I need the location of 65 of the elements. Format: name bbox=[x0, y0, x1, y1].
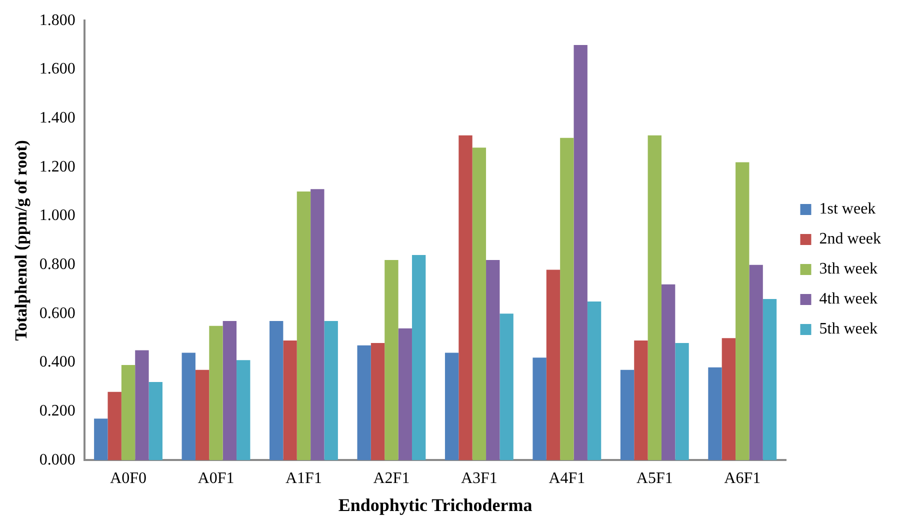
legend-label: 5th week bbox=[819, 320, 878, 338]
bar bbox=[500, 314, 514, 460]
bar bbox=[675, 342, 689, 460]
x-tick-label: A1F1 bbox=[286, 470, 322, 488]
bar bbox=[270, 320, 284, 460]
x-tick-label: A0F1 bbox=[198, 470, 234, 488]
y-tick-label: 1.800 bbox=[39, 12, 76, 29]
y-tick-label: 1.400 bbox=[39, 109, 76, 126]
bar bbox=[736, 162, 750, 460]
x-tick-label: A6F1 bbox=[724, 470, 761, 488]
bar bbox=[412, 255, 426, 460]
bar bbox=[722, 338, 736, 460]
bar bbox=[749, 264, 763, 460]
bar bbox=[486, 260, 500, 460]
y-tick-label: 0.000 bbox=[39, 451, 76, 468]
bar bbox=[762, 299, 777, 460]
y-tick-label: 0.200 bbox=[39, 402, 76, 420]
x-tick-label: A4F1 bbox=[548, 470, 586, 488]
x-axis-title: Endophytic Trichoderma bbox=[338, 494, 532, 515]
y-tick-label: 1.200 bbox=[39, 158, 76, 176]
bar bbox=[209, 326, 223, 460]
bar bbox=[648, 135, 662, 460]
bar bbox=[236, 360, 250, 460]
bar bbox=[222, 320, 237, 460]
bar bbox=[283, 340, 297, 460]
bar bbox=[458, 135, 472, 460]
y-tick-label: 0.600 bbox=[39, 304, 76, 322]
bar bbox=[574, 45, 588, 460]
legend-label: 2nd week bbox=[819, 230, 882, 248]
y-tick-label: 0.400 bbox=[39, 354, 76, 371]
bar bbox=[546, 270, 560, 460]
bar bbox=[357, 345, 371, 460]
bar bbox=[94, 418, 108, 460]
bar bbox=[370, 342, 385, 460]
legend-label: 4th week bbox=[819, 290, 878, 308]
bar bbox=[708, 367, 722, 460]
y-axis-title: Totalphenol (ppm/g of root) bbox=[12, 140, 31, 341]
bar bbox=[195, 370, 210, 460]
bar bbox=[148, 382, 162, 460]
y-tick-label: 1.600 bbox=[39, 60, 76, 78]
legend-label: 1st week bbox=[819, 200, 876, 218]
bar bbox=[310, 189, 324, 460]
bar bbox=[532, 358, 546, 460]
bar bbox=[296, 192, 311, 460]
bar bbox=[398, 328, 412, 460]
legend-label: 3th week bbox=[819, 260, 878, 278]
bar bbox=[108, 392, 122, 460]
bar bbox=[444, 352, 459, 460]
bar bbox=[634, 340, 648, 460]
bar bbox=[135, 350, 149, 460]
bar bbox=[587, 301, 602, 460]
bar bbox=[121, 364, 136, 460]
bar bbox=[472, 148, 486, 460]
x-tick-label: A2F1 bbox=[373, 470, 410, 488]
x-tick-label: A0F0 bbox=[110, 470, 146, 488]
bar bbox=[620, 370, 634, 460]
bar bbox=[324, 320, 338, 460]
x-tick-label: A5F1 bbox=[636, 470, 673, 488]
bar bbox=[661, 284, 676, 460]
bar bbox=[182, 352, 196, 460]
y-tick-label: 1.000 bbox=[39, 207, 76, 224]
y-tick-label: 0.800 bbox=[39, 256, 76, 274]
bar bbox=[560, 138, 574, 460]
x-tick-label: A3F1 bbox=[460, 470, 498, 488]
bar bbox=[384, 260, 398, 460]
